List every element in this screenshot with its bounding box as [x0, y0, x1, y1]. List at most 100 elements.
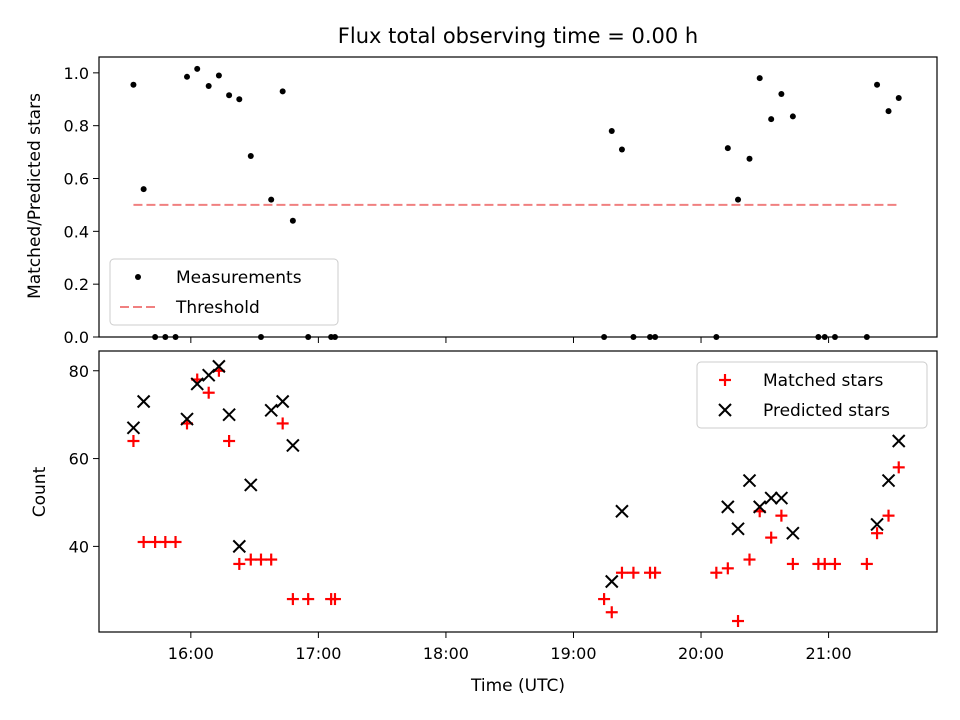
legend-label: Predicted stars [763, 401, 890, 421]
matched-stars-marker [871, 527, 884, 540]
measurement-point [194, 65, 201, 72]
x-tick-label: 16:00 [168, 644, 214, 663]
predicted-stars-marker [136, 394, 151, 409]
predicted-stars-marker [222, 407, 236, 422]
matched-stars-marker [202, 386, 215, 399]
top-y-tick-label: 0.6 [64, 170, 89, 189]
predicted-stars-marker [881, 473, 896, 488]
predicted-stars-marker [190, 377, 204, 391]
matched-stars-marker [775, 509, 788, 522]
predicted-stars-marker [275, 394, 290, 409]
matched-stars-marker [169, 535, 182, 548]
matched-stars-marker [828, 557, 841, 570]
matched-stars-marker [254, 553, 267, 566]
legend-label: Measurements [176, 268, 302, 288]
matched-stars-marker [159, 535, 172, 548]
matched-stars-marker [721, 562, 734, 575]
predicted-stars-marker [232, 539, 247, 554]
measurement-point [247, 153, 254, 160]
top-y-tick-label: 0.4 [64, 222, 89, 241]
predicted-stars-marker [764, 491, 778, 505]
predicted-stars-marker [752, 500, 767, 514]
predicted-stars-marker [742, 473, 757, 488]
matched-stars-marker [860, 557, 873, 570]
legend-matched-swatch [719, 374, 731, 386]
bottom-legend: Matched stars Predicted stars [696, 361, 928, 429]
top-axes-frame [98, 56, 938, 338]
measurement-point [608, 127, 615, 134]
matched-stars-marker [302, 593, 315, 606]
measurement-point [184, 73, 191, 80]
legend-label: Threshold [175, 298, 260, 318]
matched-stars-marker [598, 593, 611, 606]
bottom-y-tick-label: 40 [69, 537, 89, 556]
predicted-stars-marker [286, 438, 300, 453]
predicted-stars-marker [786, 526, 800, 540]
bottom-y-tick-label: 80 [69, 362, 89, 381]
legend-measurement-swatch [135, 274, 141, 280]
matched-stars-marker [127, 435, 140, 448]
predicted-stars-marker [615, 504, 629, 518]
predicted-stars-marker [212, 359, 226, 374]
matched-stars-marker [732, 615, 745, 628]
measurement-point [885, 108, 892, 115]
top-y-tick-label: 1.0 [64, 64, 89, 83]
predicted-stars-marker [244, 478, 258, 492]
chart-title: Flux total observing time = 0.00 h [338, 24, 698, 48]
matched-stars-marker [818, 557, 831, 570]
matched-stars-marker [892, 461, 905, 474]
matched-stars-marker [265, 553, 278, 566]
predicted-stars-marker [892, 434, 906, 448]
measurement-point [618, 146, 625, 153]
predicted-stars-marker [605, 574, 619, 589]
matched-stars-marker [627, 566, 640, 579]
matched-stars-marker [649, 566, 662, 579]
matched-stars-marker [328, 593, 341, 606]
matched-stars-marker [786, 557, 799, 570]
top-y-tick-label: 0.0 [64, 328, 89, 347]
matched-stars-marker [286, 593, 299, 606]
legend-predicted-swatch [718, 403, 732, 417]
top-y-tick-label: 0.8 [64, 117, 89, 136]
x-tick-label: 19:00 [550, 644, 596, 663]
bottom-y-tick-label: 60 [69, 450, 89, 469]
top-y-tick-label: 0.2 [64, 275, 89, 294]
measurement-point [756, 75, 763, 82]
matched-stars-marker [149, 535, 162, 548]
matched-stars-marker [743, 553, 756, 566]
predicted-stars-marker [180, 412, 194, 426]
predicted-stars-marker [870, 517, 884, 532]
x-tick-label: 18:00 [423, 644, 469, 663]
legend-label: Matched stars [763, 371, 883, 391]
measurement-point [268, 196, 275, 203]
x-axis-label: Time (UTC) [470, 676, 565, 696]
matched-stars-marker [605, 606, 618, 619]
x-tick-label: 20:00 [678, 644, 724, 663]
measurement-point [130, 81, 137, 88]
measurement-point [205, 83, 212, 90]
predicted-stars-marker [126, 421, 141, 435]
measurement-point [236, 96, 243, 103]
measurement-point [289, 217, 296, 224]
measurement-point [279, 88, 286, 95]
matched-stars-marker [615, 566, 628, 579]
matched-stars-marker [882, 509, 895, 522]
measurement-point [789, 113, 796, 120]
measurement-point [895, 94, 902, 101]
predicted-stars-marker [201, 368, 216, 382]
matched-stars-marker [233, 557, 246, 570]
top-panel: 0.0 0.2 0.4 0.6 0.8 1.0 Measurements Threshold [64, 56, 938, 347]
predicted-stars-marker [264, 403, 278, 417]
x-tick-label: 21:00 [806, 644, 852, 663]
measurement-point [724, 145, 731, 152]
measurement-point [778, 90, 785, 97]
measurement-point [226, 92, 233, 99]
measurement-point [768, 116, 775, 123]
top-legend: Measurements Threshold [109, 258, 339, 326]
bottom-axes-frame [98, 350, 938, 633]
bottom-panel: 40 60 80 16:00 17:00 18:00 19:00 20:00 21:00 Matc… [69, 350, 938, 663]
bottom-legend-box [696, 361, 928, 429]
matched-stars-marker [244, 553, 257, 566]
top-y-axis-label: Matched/Predicted stars [25, 93, 45, 299]
